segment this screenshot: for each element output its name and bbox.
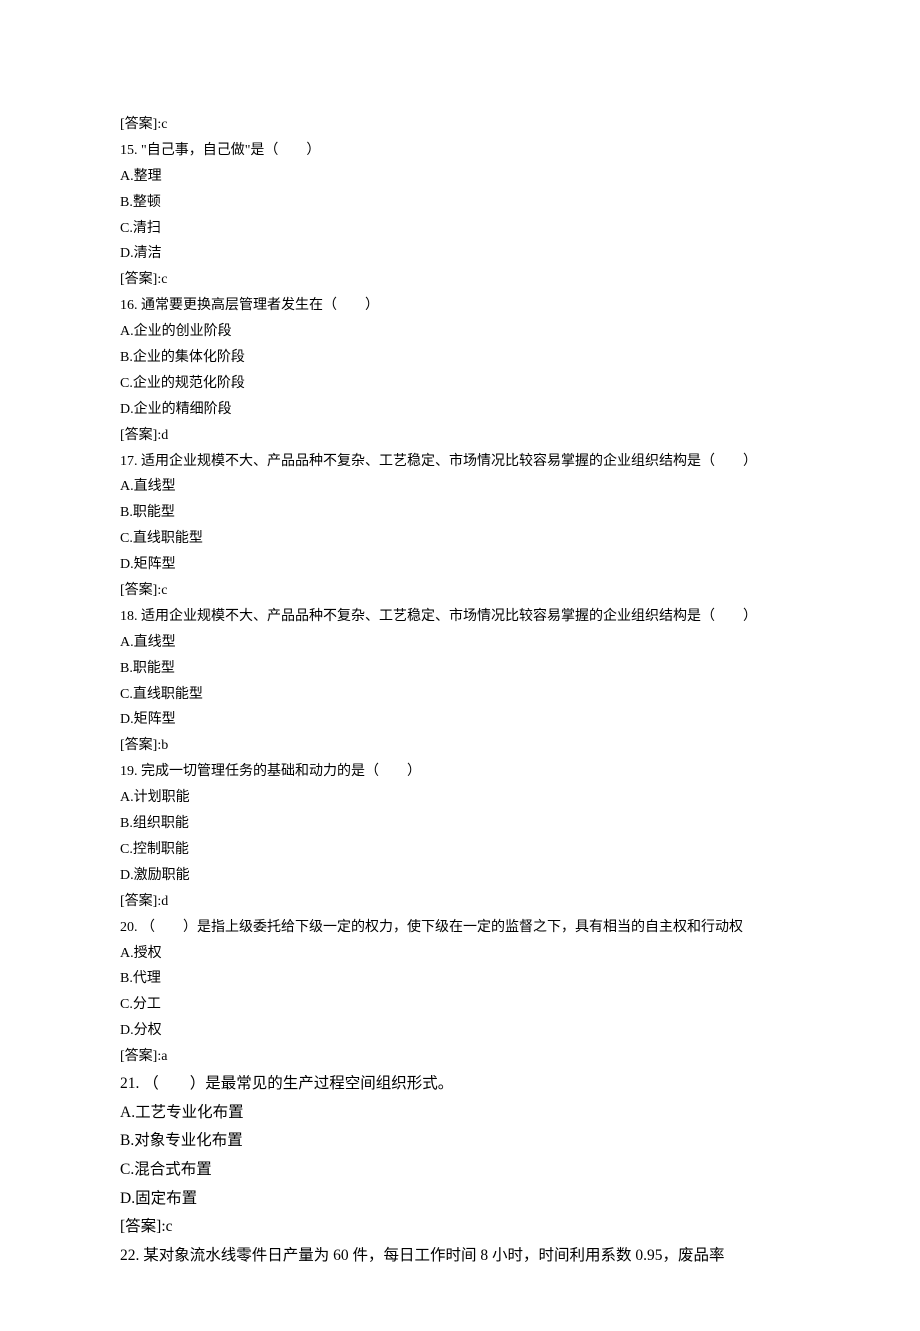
q19-option-a: A.计划职能: [120, 785, 800, 811]
q16-option-c: C.企业的规范化阶段: [120, 371, 800, 397]
q15-option-b: B.整顿: [120, 190, 800, 216]
q20-option-a: A.授权: [120, 941, 800, 967]
q15-answer: [答案]:c: [120, 267, 800, 293]
q19-option-c: C.控制职能: [120, 837, 800, 863]
q19-stem: 19. 完成一切管理任务的基础和动力的是（ ）: [120, 759, 800, 785]
q18-option-b: B.职能型: [120, 656, 800, 682]
q16-stem: 16. 通常要更换高层管理者发生在（ ）: [120, 293, 800, 319]
q15-option-d: D.清洁: [120, 241, 800, 267]
q21-option-c: C.混合式布置: [120, 1156, 800, 1185]
q19-option-b: B.组织职能: [120, 811, 800, 837]
document-page: [答案]:c 15. "自己事，自己做"是（ ） A.整理 B.整顿 C.清扫 …: [0, 0, 920, 1331]
q19-answer: [答案]:d: [120, 889, 800, 915]
q18-option-c: C.直线职能型: [120, 682, 800, 708]
q16-option-b: B.企业的集体化阶段: [120, 345, 800, 371]
q15-option-a: A.整理: [120, 164, 800, 190]
q21-answer: [答案]:c: [120, 1213, 800, 1242]
q17-stem: 17. 适用企业规模不大、产品品种不复杂、工艺稳定、市场情况比较容易掌握的企业组…: [120, 449, 800, 475]
q16-answer: [答案]:d: [120, 423, 800, 449]
q21-stem: 21. （ ）是最常见的生产过程空间组织形式。: [120, 1070, 800, 1099]
q17-option-d: D.矩阵型: [120, 552, 800, 578]
q21-option-a: A.工艺专业化布置: [120, 1099, 800, 1128]
q17-option-b: B.职能型: [120, 500, 800, 526]
q15-option-c: C.清扫: [120, 216, 800, 242]
q18-stem: 18. 适用企业规模不大、产品品种不复杂、工艺稳定、市场情况比较容易掌握的企业组…: [120, 604, 800, 630]
q17-answer: [答案]:c: [120, 578, 800, 604]
q16-option-d: D.企业的精细阶段: [120, 397, 800, 423]
q20-option-c: C.分工: [120, 992, 800, 1018]
q20-stem: 20. （ ）是指上级委托给下级一定的权力，使下级在一定的监督之下，具有相当的自…: [120, 915, 800, 941]
q18-option-d: D.矩阵型: [120, 707, 800, 733]
q15-stem: 15. "自己事，自己做"是（ ）: [120, 138, 800, 164]
q20-answer: [答案]:a: [120, 1044, 800, 1070]
q21-option-d: D.固定布置: [120, 1185, 800, 1214]
q18-option-a: A.直线型: [120, 630, 800, 656]
q19-option-d: D.激励职能: [120, 863, 800, 889]
q22-stem: 22. 某对象流水线零件日产量为 60 件，每日工作时间 8 小时，时间利用系数…: [120, 1242, 800, 1271]
q17-option-a: A.直线型: [120, 474, 800, 500]
q17-option-c: C.直线职能型: [120, 526, 800, 552]
q21-option-b: B.对象专业化布置: [120, 1127, 800, 1156]
q20-option-b: B.代理: [120, 966, 800, 992]
q14-answer: [答案]:c: [120, 112, 800, 138]
q16-option-a: A.企业的创业阶段: [120, 319, 800, 345]
q20-option-d: D.分权: [120, 1018, 800, 1044]
q18-answer: [答案]:b: [120, 733, 800, 759]
